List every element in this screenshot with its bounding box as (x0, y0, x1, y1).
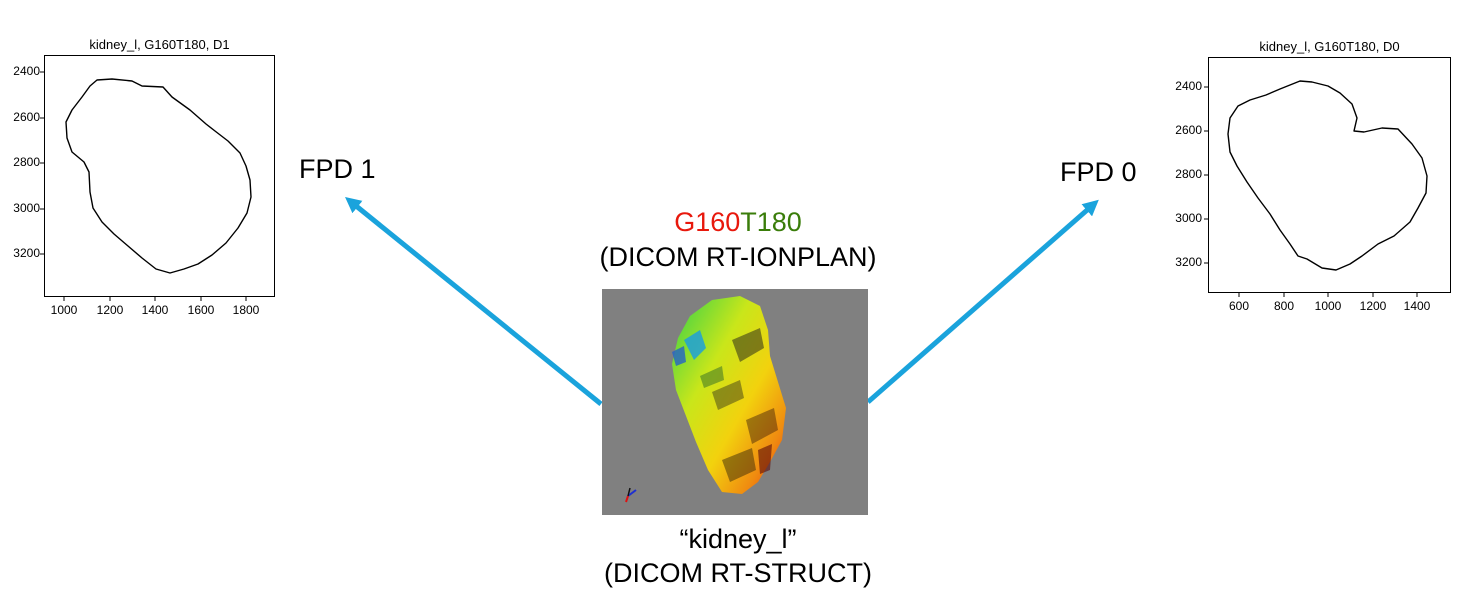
right-plot-frame (1208, 57, 1451, 293)
right-plot-tickmarks (1204, 86, 1418, 297)
right-plot-title: kidney_l, G160T180, D0 (1259, 39, 1400, 54)
left-kidney-contour (65, 78, 252, 274)
left-xtick: 1400 (141, 303, 169, 317)
right-ytick: 3000 (1175, 211, 1202, 225)
right-xtick: 1400 (1403, 299, 1431, 313)
right-ytick: 2600 (1175, 123, 1202, 137)
right-kidney-contour (1227, 80, 1428, 271)
left-plot-tickmarks (40, 71, 247, 301)
fpd-1-label: FPD 1 (299, 154, 376, 184)
plan-id-label: G160T180 (588, 207, 888, 238)
kidney-3d-render (602, 289, 868, 515)
arrow-to-fpd-0 (866, 199, 1099, 404)
left-xtick: 1000 (50, 303, 78, 317)
left-xtick: 1800 (232, 303, 260, 317)
left-ytick: 2800 (13, 155, 40, 169)
table-angle-text: T180 (740, 207, 802, 237)
structure-name-label: “kidney_l” (679, 524, 797, 554)
left-xtick: 1200 (96, 303, 124, 317)
left-ytick: 2600 (13, 110, 40, 124)
right-xtick: 800 (1273, 299, 1295, 313)
right-xtick: 600 (1228, 299, 1250, 313)
right-xtick: 1200 (1359, 299, 1387, 313)
plan-type-label: (DICOM RT-IONPLAN) (599, 242, 877, 272)
right-ytick: 2400 (1175, 79, 1202, 93)
left-ytick: 3000 (13, 201, 40, 215)
left-xtick: 1600 (187, 303, 215, 317)
gantry-angle-text: G160 (674, 207, 741, 237)
right-ytick: 2800 (1175, 167, 1202, 181)
right-ytick: 3200 (1175, 255, 1202, 269)
arrow-to-fpd-1 (345, 196, 603, 406)
left-ytick: 3200 (13, 246, 40, 260)
right-xtick: 1000 (1314, 299, 1342, 313)
fpd-0-label: FPD 0 (1060, 157, 1137, 187)
left-plot-title: kidney_l, G160T180, D1 (89, 37, 230, 52)
structure-type-label: (DICOM RT-STRUCT) (604, 558, 872, 588)
left-ytick: 2400 (13, 64, 40, 78)
